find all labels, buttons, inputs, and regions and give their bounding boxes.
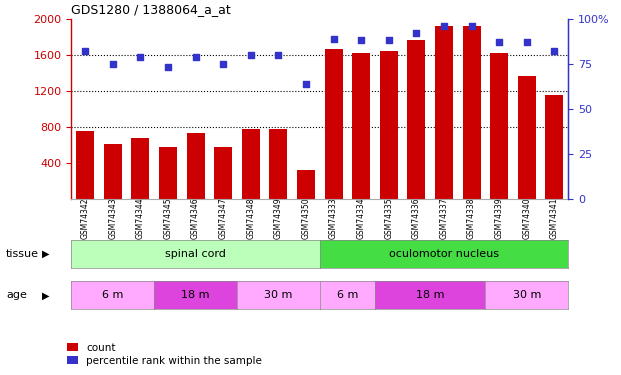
- Bar: [490, 53, 508, 199]
- Bar: [270, 129, 288, 199]
- Text: age: age: [6, 290, 27, 300]
- Text: 6 m: 6 m: [337, 290, 358, 300]
- Point: [80, 48, 90, 54]
- Point: [246, 52, 256, 58]
- Point: [550, 48, 560, 54]
- Bar: [518, 76, 536, 199]
- Text: GDS1280 / 1388064_a_at: GDS1280 / 1388064_a_at: [71, 3, 231, 16]
- Text: GSM74335: GSM74335: [384, 197, 393, 239]
- Text: oculomotor nucleus: oculomotor nucleus: [389, 249, 499, 259]
- Text: 18 m: 18 m: [416, 290, 445, 300]
- Point: [163, 64, 173, 70]
- Point: [135, 54, 145, 60]
- Text: spinal cord: spinal cord: [165, 249, 226, 259]
- Text: GSM74339: GSM74339: [495, 197, 504, 239]
- Bar: [159, 147, 177, 199]
- Text: tissue: tissue: [6, 249, 39, 259]
- Point: [384, 38, 394, 44]
- Text: GSM74337: GSM74337: [440, 197, 448, 239]
- Text: GSM74336: GSM74336: [412, 197, 421, 239]
- Text: GSM74344: GSM74344: [136, 197, 145, 239]
- Text: GSM74333: GSM74333: [329, 197, 338, 239]
- Bar: [545, 95, 563, 199]
- Bar: [325, 50, 343, 199]
- Point: [301, 81, 311, 87]
- Point: [466, 23, 476, 29]
- Bar: [463, 26, 481, 199]
- Point: [273, 52, 283, 58]
- Text: GSM74342: GSM74342: [81, 197, 89, 239]
- Text: GSM74346: GSM74346: [191, 197, 200, 239]
- Bar: [435, 26, 453, 199]
- Bar: [132, 138, 150, 199]
- Point: [108, 61, 118, 67]
- Bar: [352, 53, 370, 199]
- Text: ▶: ▶: [42, 290, 50, 300]
- Text: 30 m: 30 m: [512, 290, 541, 300]
- Bar: [76, 131, 94, 199]
- Point: [412, 30, 422, 36]
- Point: [218, 61, 228, 67]
- Bar: [242, 129, 260, 199]
- Text: GSM74334: GSM74334: [356, 197, 366, 239]
- Bar: [297, 170, 315, 199]
- Text: GSM74340: GSM74340: [522, 197, 532, 239]
- Text: GSM74345: GSM74345: [163, 197, 173, 239]
- Text: 30 m: 30 m: [264, 290, 292, 300]
- Text: ▶: ▶: [42, 249, 50, 259]
- Point: [522, 39, 532, 45]
- Text: GSM74348: GSM74348: [247, 197, 255, 239]
- Bar: [187, 133, 204, 199]
- Point: [439, 23, 449, 29]
- Bar: [380, 51, 398, 199]
- Point: [356, 38, 366, 44]
- Legend: count, percentile rank within the sample: count, percentile rank within the sample: [67, 343, 262, 366]
- Text: GSM74341: GSM74341: [550, 197, 559, 239]
- Text: GSM74347: GSM74347: [219, 197, 228, 239]
- Point: [191, 54, 201, 60]
- Text: GSM74343: GSM74343: [108, 197, 117, 239]
- Bar: [104, 144, 122, 199]
- Point: [329, 36, 338, 42]
- Bar: [407, 40, 425, 199]
- Text: GSM74338: GSM74338: [467, 197, 476, 239]
- Text: 18 m: 18 m: [181, 290, 210, 300]
- Bar: [214, 147, 232, 199]
- Text: GSM74350: GSM74350: [302, 197, 310, 239]
- Text: GSM74349: GSM74349: [274, 197, 283, 239]
- Point: [494, 39, 504, 45]
- Text: 6 m: 6 m: [102, 290, 124, 300]
